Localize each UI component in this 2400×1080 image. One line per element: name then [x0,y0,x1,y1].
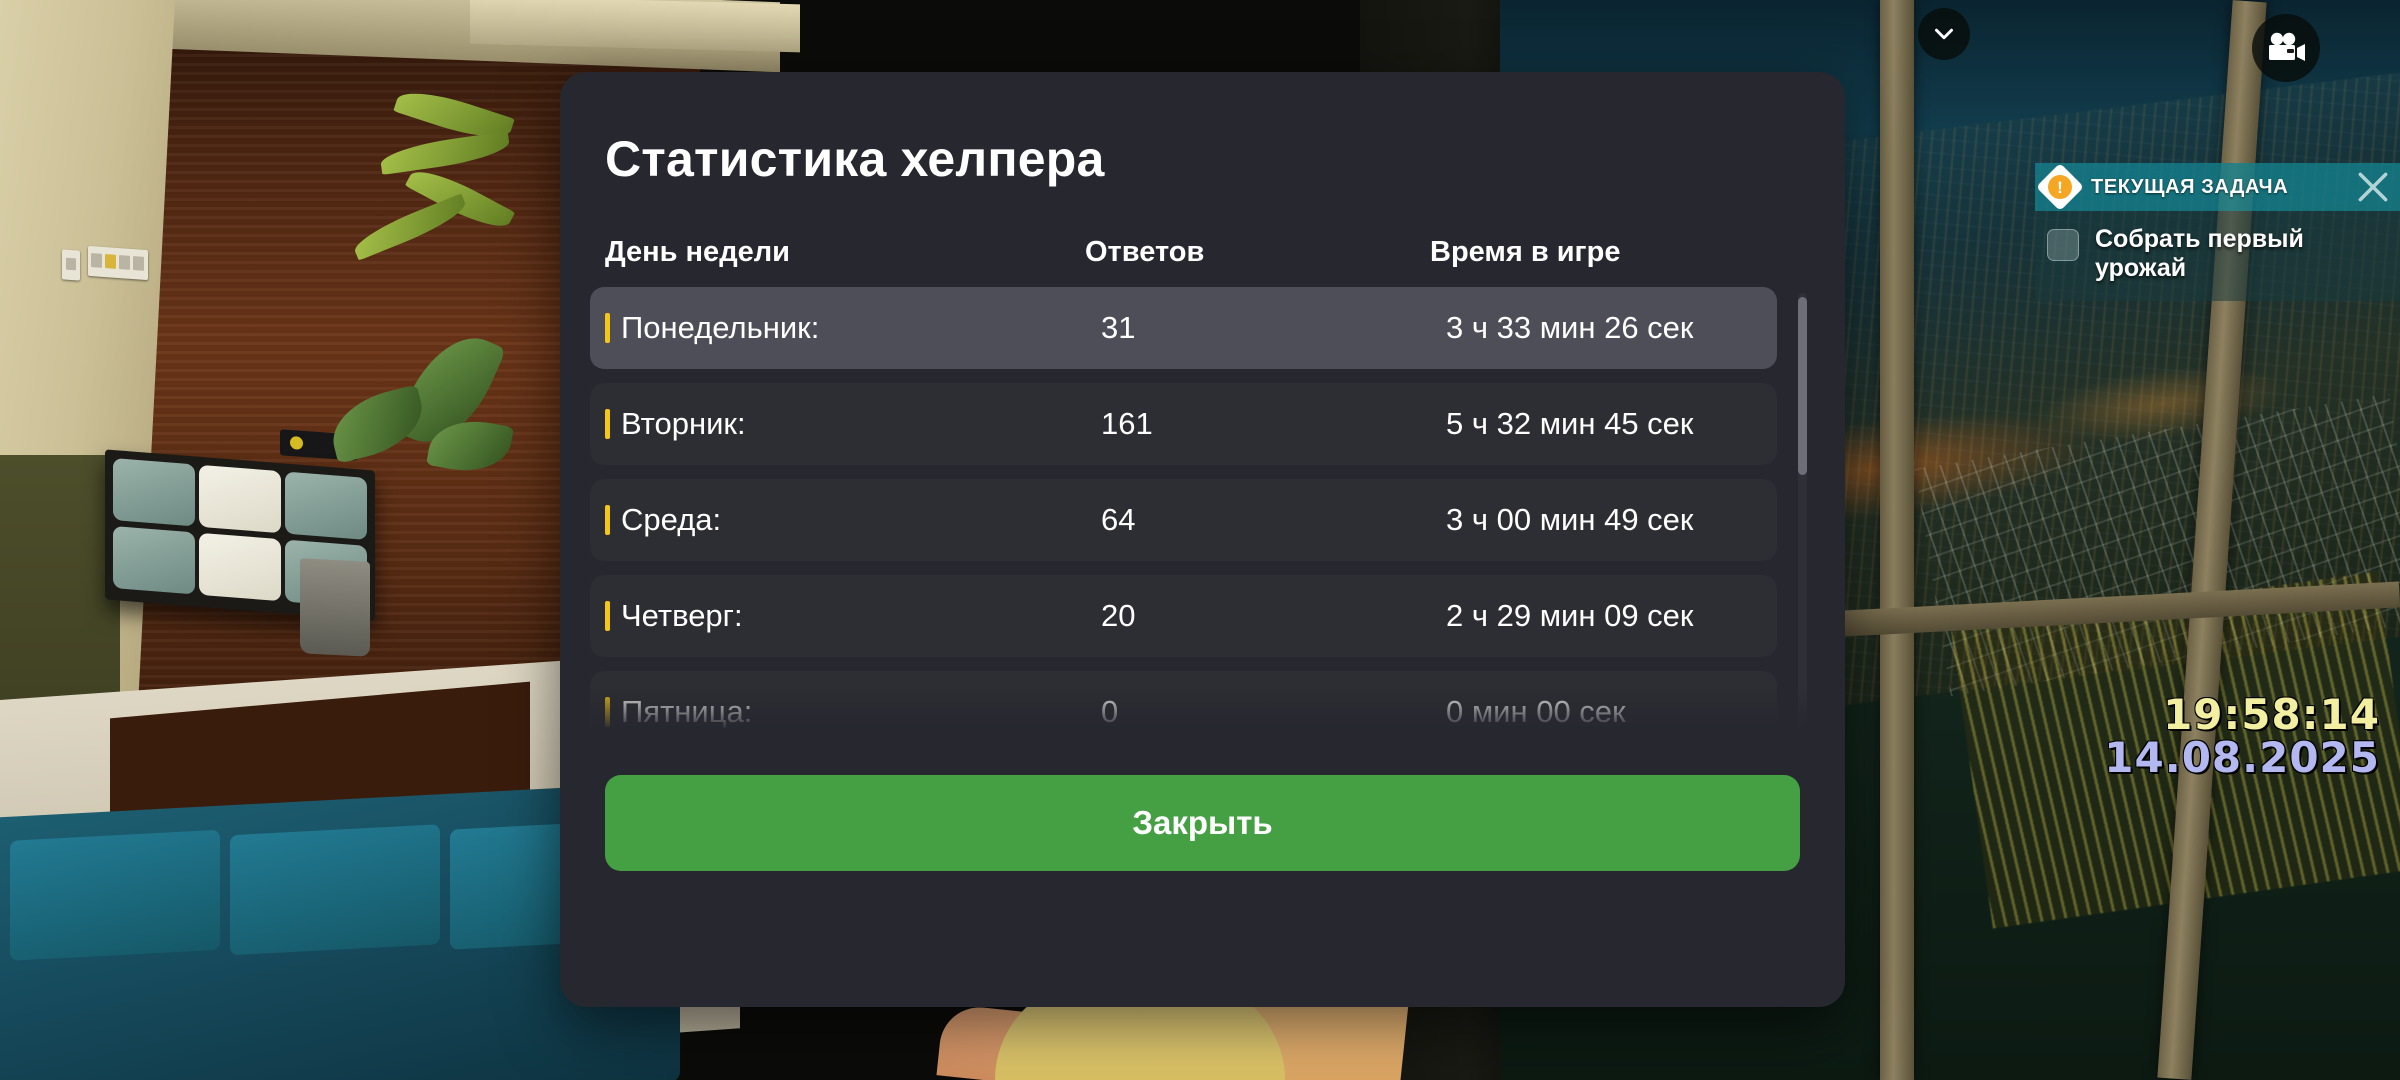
statistics-table-body: Понедельник: 31 3 ч 33 мин 26 сек Вторник: 1… [590,287,1815,739]
row-accent-bar [605,313,610,343]
task-panel-header: ! ТЕКУЩАЯ ЗАДАЧА [2035,162,2400,212]
close-icon[interactable] [2354,168,2392,206]
table-row[interactable]: Понедельник: 31 3 ч 33 мин 26 сек [590,287,1777,369]
table-row[interactable]: Пятница: 0 0 мин 00 сек [590,671,1777,739]
row-accent-bar [605,409,610,439]
cell-time: 3 ч 00 мин 49 сек [1446,502,1694,537]
cell-day: Понедельник: [621,310,820,345]
collapse-chat-button[interactable] [1918,8,1970,60]
table-scrollbar-thumb[interactable] [1798,297,1807,475]
cell-time: 5 ч 32 мин 45 сек [1446,406,1694,441]
helper-statistics-dialog: Статистика хелпера День недели Ответов В… [560,72,1845,1007]
ceiling-panel-secondary [470,0,800,53]
alert-diamond-icon: ! [2035,162,2085,212]
clock-time: 19:58:14 [2163,690,2380,739]
table-row[interactable]: Четверг: 20 2 ч 29 мин 09 сек [590,575,1777,657]
table-header-row: День недели Ответов Время в игре [605,236,1800,269]
column-header-day: День недели [605,236,790,268]
plant-pot [300,558,370,657]
game-clock: 19:58:14 14.08.2025 [2104,690,2380,782]
cell-day: Среда: [621,502,722,537]
task-objective-text: Собрать первый урожай [2095,225,2304,282]
column-header-answers: Ответов [1085,236,1205,268]
light-switch-plate-single [62,249,80,281]
cell-answers: 161 [1101,406,1153,441]
table-row[interactable]: Вторник: 161 5 ч 32 мин 45 сек [590,383,1777,465]
row-accent-bar [605,697,610,727]
window-mullion [1880,0,1914,1080]
task-panel-body: Собрать первый урожай [2035,211,2400,301]
task-panel-title: ТЕКУЩАЯ ЗАДАЧА [2091,175,2289,198]
cell-answers: 0 [1101,694,1119,729]
video-camera-icon [2269,32,2305,61]
task-checkbox[interactable] [2047,229,2079,261]
column-header-time: Время в игре [1430,236,1621,268]
cell-time: 3 ч 33 мин 26 сек [1446,310,1694,345]
cell-day: Пятница: [621,694,753,729]
cell-day: Четверг: [621,598,743,633]
clock-date: 14.08.2025 [2104,733,2380,782]
cell-answers: 31 [1101,310,1136,345]
record-video-button[interactable] [2252,14,2320,82]
table-row[interactable]: Среда: 64 3 ч 00 мин 49 сек [590,479,1777,561]
cell-answers: 64 [1101,502,1136,537]
row-accent-bar [605,601,610,631]
exclamation-mark: ! [2048,175,2072,199]
dialog-title: Статистика хелпера [605,131,1105,187]
row-accent-bar [605,505,610,535]
current-task-panel: ! ТЕКУЩАЯ ЗАДАЧА Собрать первый урожай [2035,162,2400,301]
light-switch-plate-quad [88,245,148,281]
cell-time: 2 ч 29 мин 09 сек [1446,598,1694,633]
statistics-table-scroll-area[interactable]: Понедельник: 31 3 ч 33 мин 26 сек Вторник: 1… [590,287,1815,739]
cell-day: Вторник: [621,406,746,441]
chevron-down-icon [1935,28,1953,40]
table-scrollbar-track[interactable] [1798,293,1807,733]
cell-time: 0 мин 00 сек [1446,694,1626,729]
close-button[interactable]: Закрыть [605,775,1800,871]
cell-answers: 20 [1101,598,1136,633]
